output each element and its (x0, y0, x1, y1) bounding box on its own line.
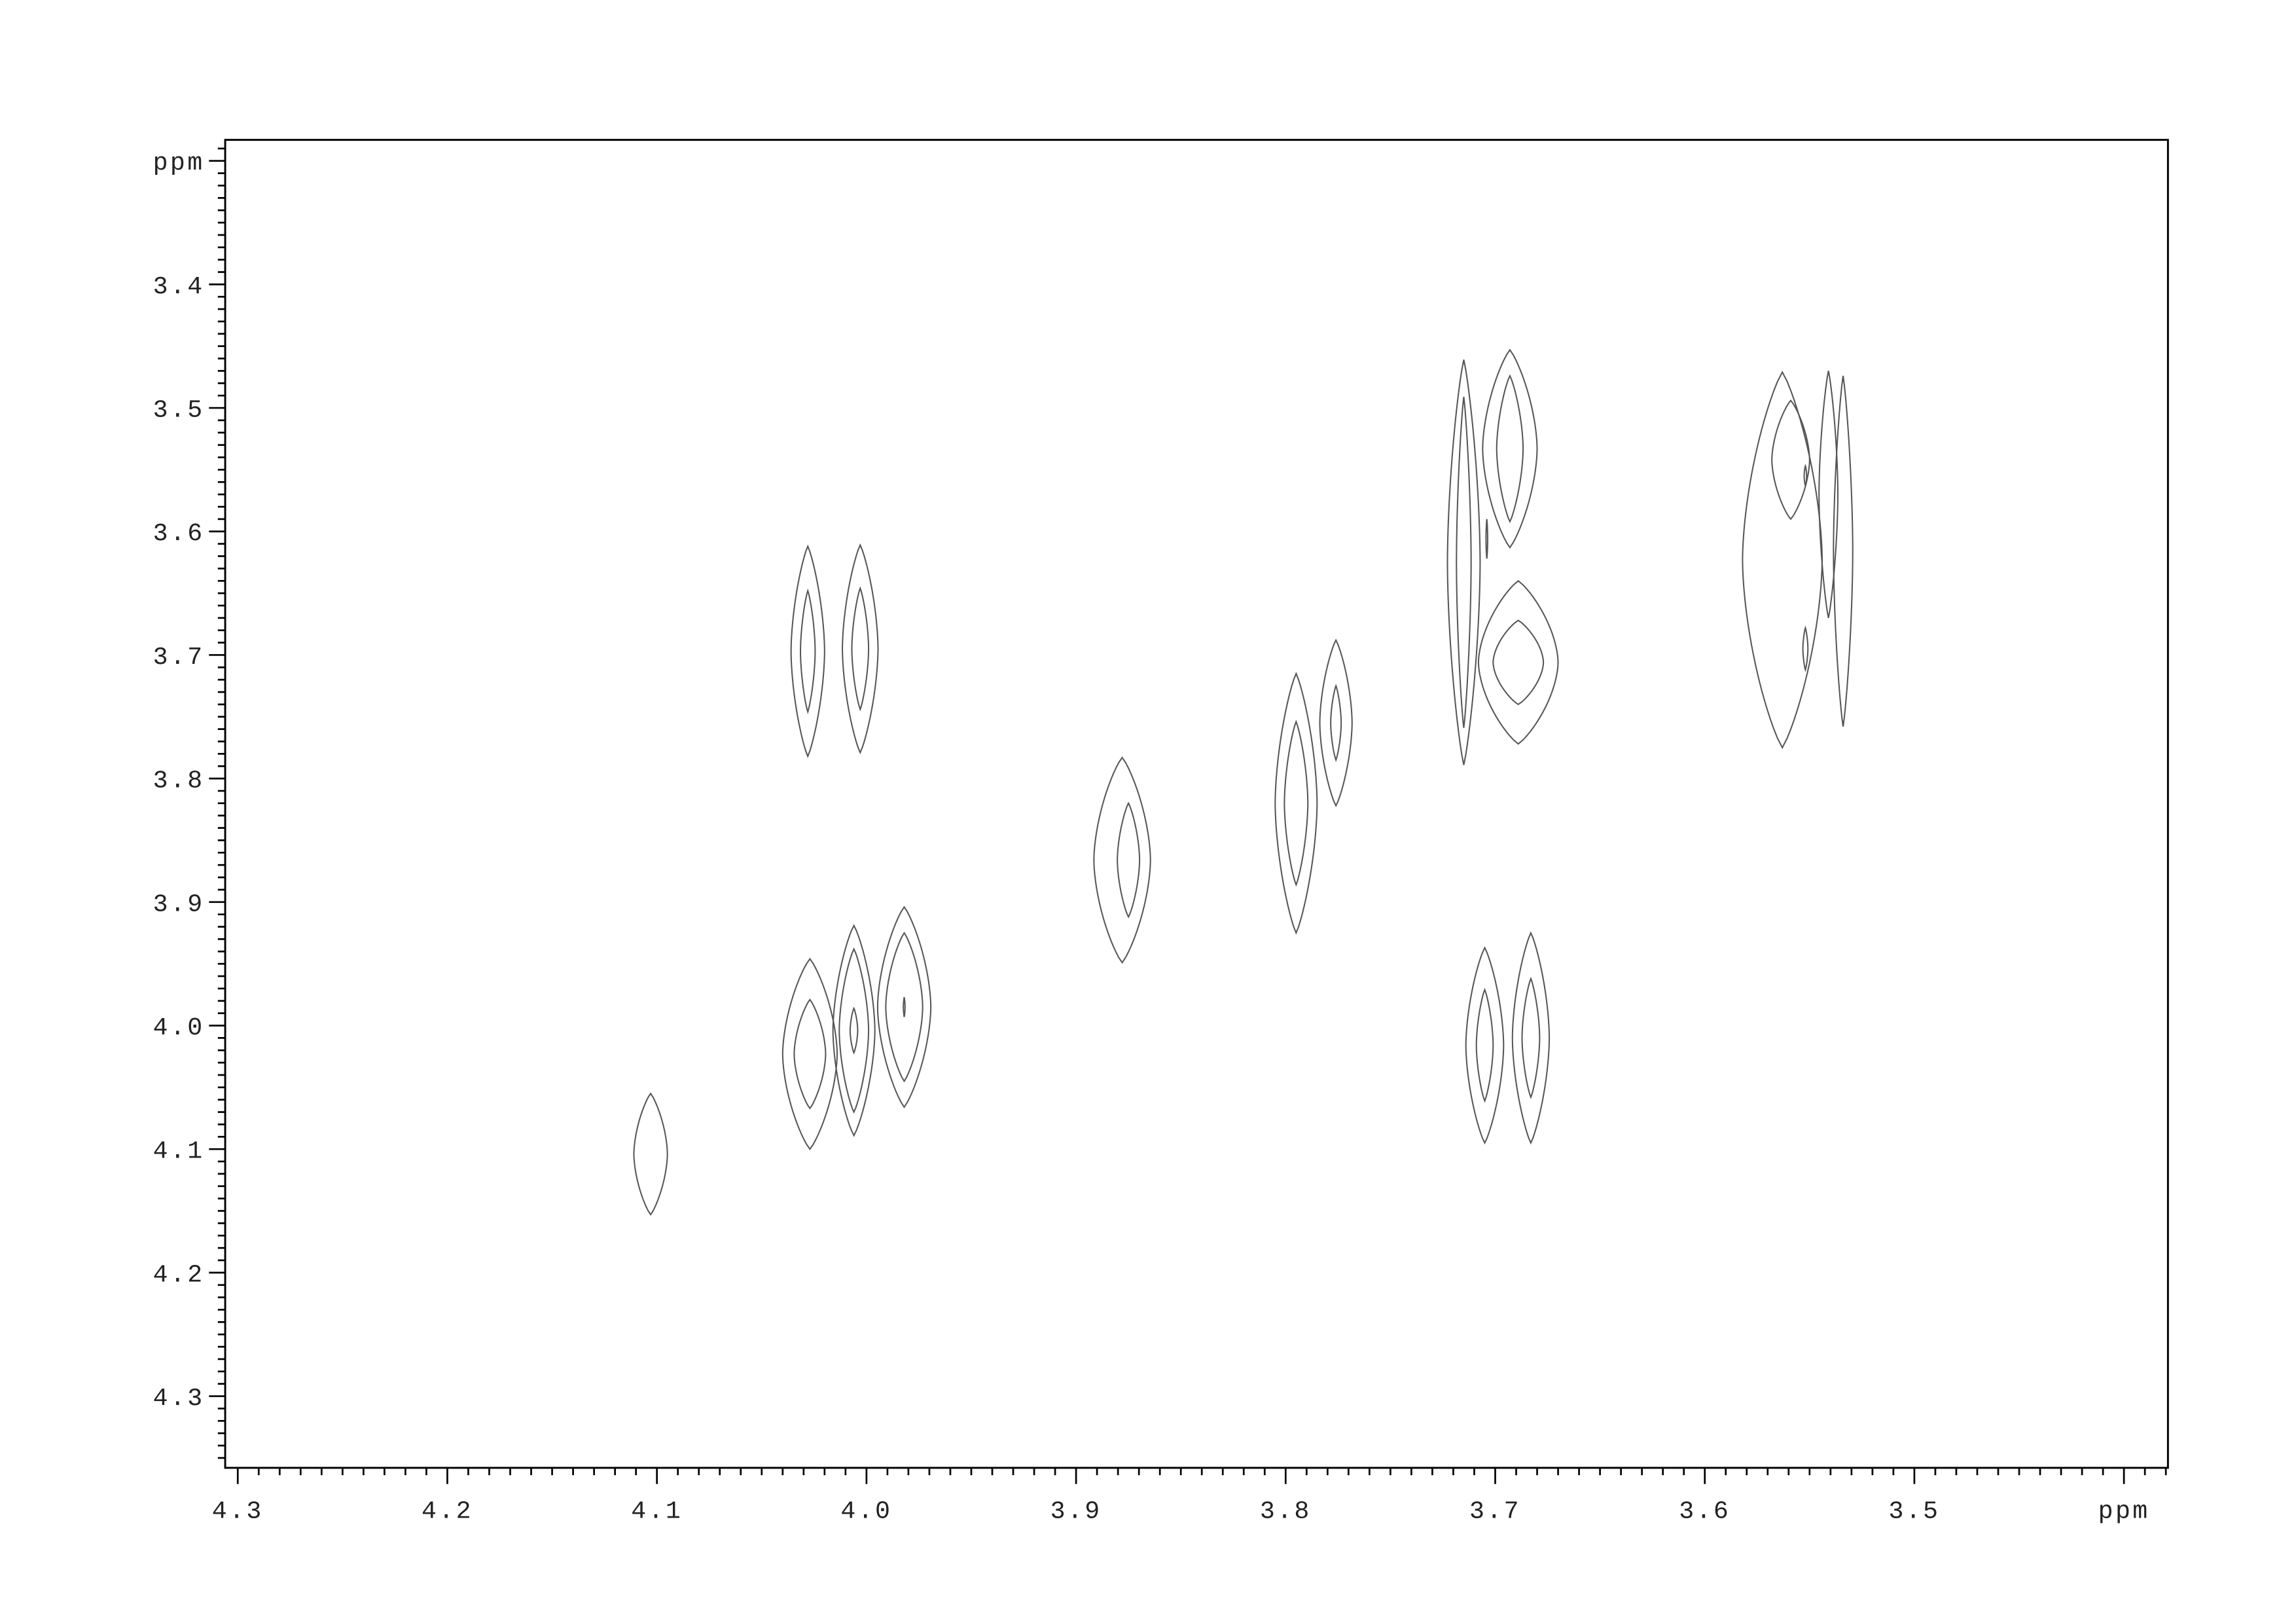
contour-line (1833, 375, 1854, 727)
contour-line (790, 544, 825, 758)
contour-line (1485, 519, 1488, 559)
contour-line (1093, 756, 1151, 964)
y-tick-label: 4.3 (153, 1385, 205, 1413)
x-tick-label: 3.7 (1469, 1497, 1521, 1525)
contour-line (1477, 579, 1559, 745)
contour-line (1803, 464, 1808, 488)
x-axis: 4.3 4.2 4.1 4.0 3.9 3.8 3.7 3.6 3.5 ppm (212, 1467, 2167, 1525)
contour-line (1742, 371, 1823, 750)
y-tick-label: 3.5 (153, 397, 205, 425)
x-tick-label: 4.1 (631, 1497, 683, 1525)
contour-line (903, 996, 906, 1017)
contour-line (838, 947, 870, 1114)
contour-line (1496, 374, 1524, 524)
contour-line (1492, 619, 1545, 706)
x-tick-label: 4.0 (840, 1497, 892, 1525)
y-tick-label: 3.8 (153, 767, 205, 795)
contour-line (781, 957, 838, 1150)
contour-line (842, 543, 879, 755)
contour-line (1511, 931, 1551, 1145)
contour-line (1330, 684, 1342, 762)
y-tick-label: 4.0 (153, 1014, 205, 1042)
contour-line (1283, 720, 1309, 887)
y-tick-label: 3.6 (153, 520, 205, 548)
contour-line (1475, 987, 1494, 1103)
contour-line (1117, 801, 1141, 919)
contour-line (885, 932, 924, 1083)
x-tick-label: 3.6 (1679, 1497, 1731, 1525)
x-tick-label: 4.2 (422, 1497, 473, 1525)
x-tick-label: 4.3 (212, 1497, 264, 1525)
contour-line (793, 998, 827, 1110)
contour-layer (633, 348, 1854, 1216)
contour-line (1521, 976, 1541, 1099)
contour-line (799, 588, 816, 714)
x-tick-label: ppm (2098, 1497, 2150, 1525)
y-tick-label: 4.1 (153, 1138, 205, 1166)
x-tick-label: 3.5 (1888, 1497, 1940, 1525)
contour-line (1771, 399, 1810, 520)
contour-line (1446, 359, 1481, 765)
y-tick-label: 3.7 (153, 644, 205, 672)
x-tick-label: 3.9 (1050, 1497, 1102, 1525)
contour-line (1456, 396, 1472, 728)
contour-line (1465, 946, 1505, 1145)
contour-line (851, 586, 870, 712)
plot-frame (224, 139, 2169, 1469)
y-tick-label: 3.4 (153, 273, 205, 301)
contour-line (633, 1092, 668, 1216)
y-axis: ppm 3.4 3.5 3.6 3.7 3.8 3.9 4.0 4.1 4.2 4.3 (153, 147, 226, 1459)
contour-line (1482, 348, 1538, 549)
contour-line (1818, 371, 1839, 619)
x-tick-label: 3.8 (1260, 1497, 1312, 1525)
contour-line (1802, 625, 1809, 672)
contour-line (1274, 671, 1318, 935)
contour-line (1319, 638, 1353, 808)
y-tick-label: 3.9 (153, 890, 205, 919)
contour-line (849, 1006, 859, 1055)
y-tick-label: 4.2 (153, 1261, 205, 1289)
y-tick-label: ppm (153, 149, 205, 177)
contour-line (876, 905, 932, 1108)
contour-line (832, 924, 876, 1137)
